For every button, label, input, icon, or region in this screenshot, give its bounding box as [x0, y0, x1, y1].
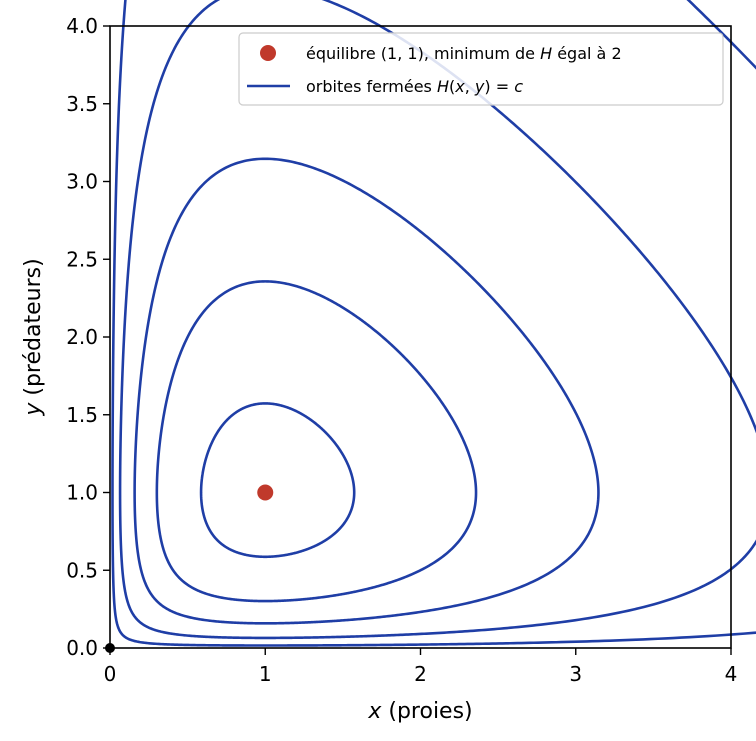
x-tick-label: 0 [104, 662, 117, 686]
legend: équilibre (1, 1), minimum de H égal à 2 … [238, 32, 724, 106]
y-axis-label: y (prédateurs) [21, 258, 46, 416]
y-tick-label: 3.0 [66, 170, 98, 194]
y-tick-label: 1.0 [66, 481, 98, 505]
y-tick-label: 4.0 [66, 14, 98, 38]
orbit-line-3 [133, 157, 600, 625]
orbit-line-2 [155, 280, 478, 603]
legend-marker-equilibrium [260, 45, 276, 61]
legend-label-orbits: orbites fermées H(x, y) = c [306, 77, 523, 96]
x-tick-label: 4 [725, 662, 738, 686]
plot-frame [109, 25, 732, 649]
y-tick-label: 3.5 [66, 92, 98, 116]
orbit-line-5 [111, 0, 756, 647]
orbit-line-1 [199, 402, 356, 559]
y-tick-label: 1.5 [66, 403, 98, 427]
y-tick-label: 2.5 [66, 247, 98, 271]
x-tick-label: 3 [569, 662, 582, 686]
y-tick-label: 0.0 [66, 636, 98, 660]
y-axis-ticks: 0.0 0.5 1.0 1.5 2.0 2.5 3.0 3.5 4.0 [66, 14, 110, 660]
y-tick-label: 0.5 [66, 558, 98, 582]
point-group [105, 484, 274, 653]
x-tick-label: 2 [414, 662, 427, 686]
legend-box [238, 32, 724, 106]
y-tick-label: 2.0 [66, 325, 98, 349]
x-axis-ticks: 0 1 2 3 4 [104, 648, 738, 686]
x-tick-label: 1 [259, 662, 272, 686]
legend-label-equilibrium: équilibre (1, 1), minimum de H égal à 2 [306, 44, 622, 63]
x-axis-label: x (proies) [367, 699, 472, 724]
equilibrium-point [257, 484, 274, 501]
